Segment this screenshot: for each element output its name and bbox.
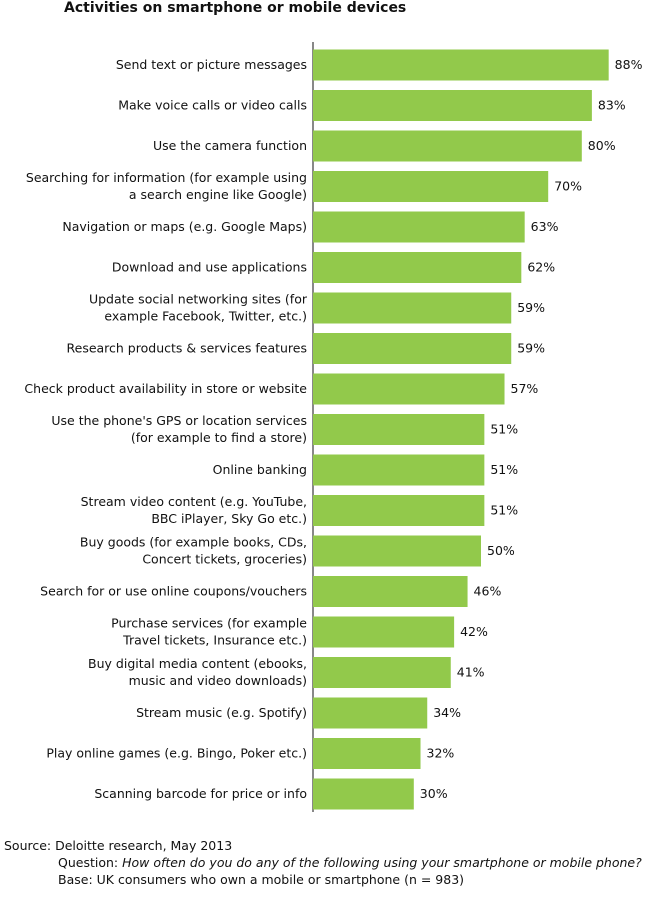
value-label: 46% (474, 584, 502, 599)
value-label: 34% (433, 705, 461, 720)
category-label: Navigation or maps (e.g. Google Maps) (62, 219, 307, 234)
bar (313, 373, 505, 405)
category-label: Online banking (213, 462, 307, 477)
value-label: 30% (420, 786, 448, 801)
category-label: Send text or picture messages (116, 57, 307, 72)
category-label: Scanning barcode for price or info (94, 786, 307, 801)
question-prefix: Question: (58, 855, 123, 870)
category-label: Play online games (e.g. Bingo, Poker etc… (46, 746, 307, 761)
value-label: 51% (490, 422, 518, 437)
category-label: Buy digital media content (ebooks, music … (88, 656, 307, 688)
bar (313, 454, 485, 486)
bar (313, 292, 512, 324)
source-note: Source: Deloitte research, May 2013 (4, 838, 233, 853)
bar (313, 738, 421, 769)
value-label: 80% (588, 138, 616, 153)
bar (313, 535, 481, 567)
category-label: Use the camera function (153, 138, 307, 153)
category-label: Download and use applications (112, 260, 307, 275)
bar (313, 211, 525, 243)
chart-notes: Source: Deloitte research, May 2013 Ques… (4, 837, 642, 888)
bar (313, 778, 414, 810)
bar (313, 252, 522, 283)
category-label: Stream music (e.g. Spotify) (136, 705, 307, 720)
category-label: Research products & services features (67, 341, 308, 356)
bar (313, 657, 451, 688)
value-label: 59% (517, 300, 545, 315)
value-label: 57% (511, 381, 539, 396)
bar (313, 616, 455, 648)
value-label: 51% (490, 503, 518, 518)
bar (313, 49, 609, 81)
bar (313, 130, 582, 162)
category-label: Purchase services (for example Travel tic… (111, 616, 307, 648)
question-text: How often do you do any of the following… (122, 855, 642, 870)
bar (313, 333, 512, 364)
value-label: 83% (598, 98, 626, 113)
value-label: 59% (517, 341, 545, 356)
category-label: Make voice calls or video calls (118, 98, 307, 113)
value-label: 32% (427, 746, 455, 761)
question-note: Question: How often do you do any of the… (4, 854, 642, 871)
chart-title: Activities on smartphone or mobile devic… (64, 0, 407, 16)
value-label: 42% (460, 624, 488, 639)
category-label: Searching for information (for example u… (26, 170, 307, 202)
value-label: 62% (527, 260, 555, 275)
bar (313, 414, 485, 445)
value-label: 88% (615, 57, 643, 72)
bar (313, 697, 428, 729)
value-label: 70% (554, 179, 582, 194)
bar (313, 495, 485, 526)
category-label: Search for or use online coupons/voucher… (40, 584, 307, 599)
category-label: Check product availability in store or w… (24, 381, 307, 396)
bar (313, 171, 549, 202)
category-label: Stream video content (e.g. YouTube, BBC i… (81, 494, 307, 526)
base-note: Base: UK consumers who own a mobile or s… (58, 872, 465, 887)
value-label: 63% (531, 219, 559, 234)
bar (313, 90, 592, 121)
bar (313, 576, 468, 607)
bars-group: 88% Send text or picture messages 83% Make … (24, 49, 643, 810)
category-label: Buy goods (for example books, CDs, Concer… (80, 535, 307, 567)
value-label: 41% (457, 665, 485, 680)
bar-chart: 88% Send text or picture messages 83% Make … (24, 42, 643, 812)
category-label: Update social networking sites (for examp… (89, 292, 308, 324)
value-label: 50% (487, 543, 515, 558)
value-label: 51% (490, 462, 518, 477)
category-label: Use the phone's GPS or location services… (51, 413, 307, 445)
